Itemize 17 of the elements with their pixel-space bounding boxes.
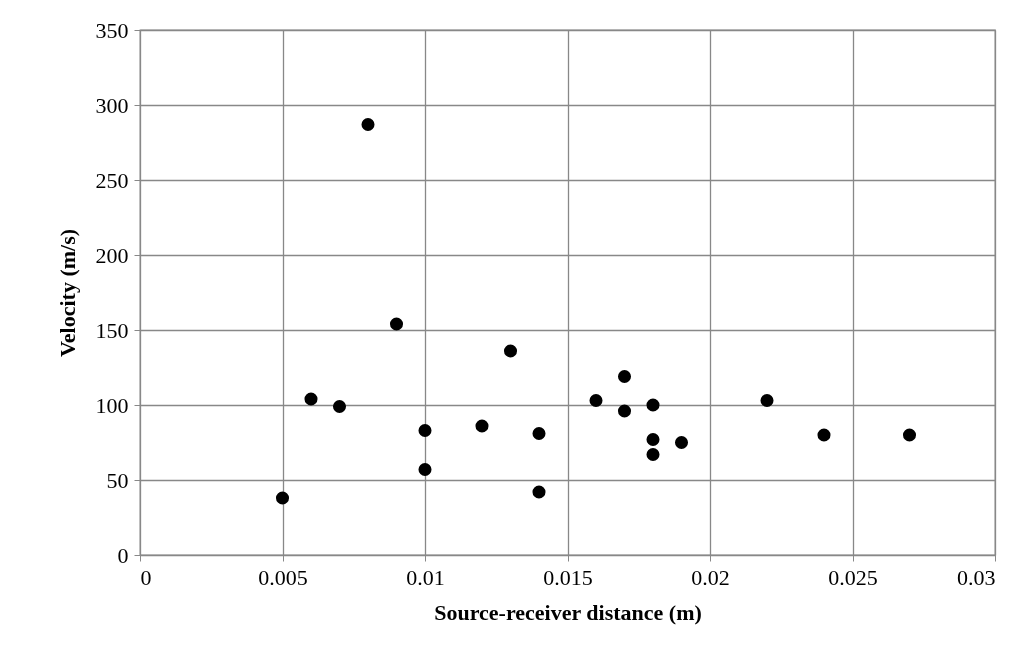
y-tick-label: 350 — [95, 17, 129, 43]
x-tick-label: 0.01 — [406, 564, 445, 590]
x-tick-label: 0.02 — [691, 564, 730, 590]
x-tick-label: 0.03 — [957, 564, 996, 590]
y-tick-label: 150 — [95, 317, 129, 343]
x-tick-label: 0.005 — [258, 564, 308, 590]
y-tick-label: 200 — [95, 242, 129, 268]
y-tick-label: 250 — [95, 167, 129, 193]
x-axis-title: Source-receiver distance (m) — [434, 599, 702, 625]
x-tick-label: 0 — [140, 564, 152, 590]
y-tick-label: 100 — [95, 392, 129, 418]
y-tick-label: 50 — [106, 467, 129, 493]
y-tick-label: 300 — [95, 92, 129, 118]
x-tick-label: 0.025 — [828, 564, 878, 590]
x-tick-label: 0.015 — [543, 564, 593, 590]
y-tick-label: 0 — [117, 542, 129, 568]
y-axis-title: Velocity (m/s) — [54, 228, 80, 358]
